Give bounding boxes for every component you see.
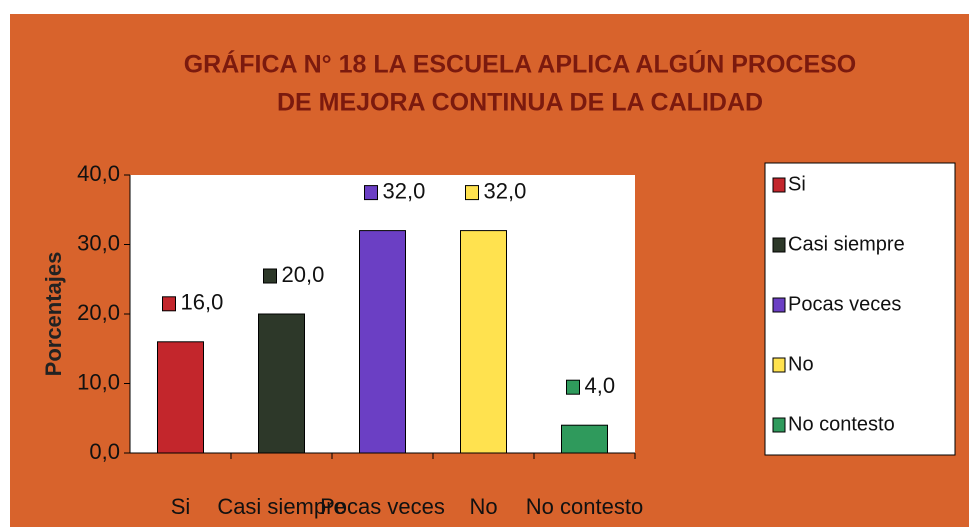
x-tick-label: No [469,494,497,519]
legend [764,162,956,456]
data-label: 32,0 [484,178,527,203]
bar [460,230,507,454]
data-label: 20,0 [282,262,325,287]
data-label: 4,0 [585,373,616,398]
legend-key [772,177,786,193]
legend-label: No [788,353,814,375]
label-key [465,185,479,201]
y-tick-label: 20,0 [77,300,120,325]
legend-label: Si [788,173,806,195]
bar [359,230,406,454]
bar [157,341,204,454]
y-tick-label: 30,0 [77,230,120,255]
bar [258,313,305,454]
label-key [263,268,277,284]
y-tick-label: 40,0 [77,161,120,186]
label-key [162,296,176,312]
chart-title: GRÁFICA N° 18 LA ESCUELA APLICA ALGÚN PR… [184,49,857,79]
y-tick-label: 0,0 [89,439,120,464]
legend-label: Pocas veces [788,293,901,315]
label-key [566,379,580,395]
label-key [364,185,378,201]
legend-label: Casi siempre [788,233,905,255]
legend-key [772,297,786,313]
x-tick-label: No contesto [526,494,643,519]
legend-key [772,357,786,373]
legend-label: No contesto [788,413,895,435]
y-axis-label: Porcentajes [41,252,66,377]
x-tick-label: Pocas veces [320,494,445,519]
data-label: 32,0 [383,178,426,203]
chart-title: DE MEJORA CONTINUA DE LA CALIDAD [277,89,763,117]
data-label: 16,0 [181,290,224,315]
bar [561,424,608,454]
y-tick-label: 10,0 [77,369,120,394]
legend-key [772,417,786,433]
legend-key [772,237,786,253]
x-tick-label: Casi siempre [217,494,345,519]
x-tick-label: Si [171,494,191,519]
